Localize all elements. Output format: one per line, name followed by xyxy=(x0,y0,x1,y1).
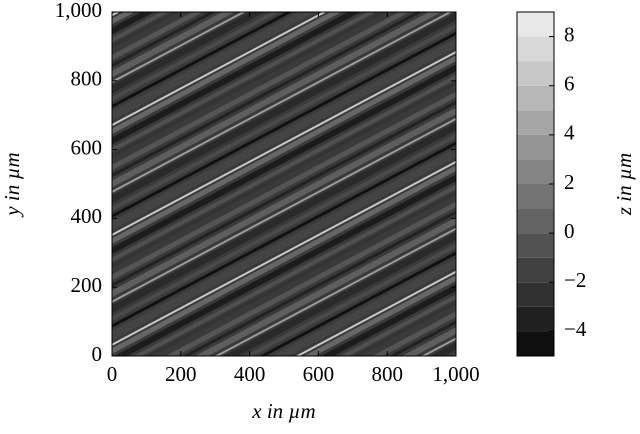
y-axis-label: y in µm xyxy=(0,152,24,217)
colorbar-band xyxy=(517,12,554,37)
colorbar-tick-label: 4 xyxy=(564,121,575,145)
x-tick-label: 0 xyxy=(107,362,118,386)
colorbar-tick-label: 0 xyxy=(564,219,575,243)
x-axis-label: x in µm xyxy=(251,399,315,423)
colorbar-band xyxy=(517,159,554,184)
colorbar-band xyxy=(517,331,554,356)
x-tick-label: 800 xyxy=(371,362,403,386)
colorbar-band xyxy=(517,257,554,283)
y-tick-label: 600 xyxy=(71,135,103,159)
colorbar-band xyxy=(517,184,554,209)
x-tick-label: 400 xyxy=(234,362,266,386)
y-tick-label: 0 xyxy=(92,342,103,366)
colorbar-tick-label: 2 xyxy=(564,170,575,194)
y-tick-label: 200 xyxy=(71,273,103,297)
contour-field xyxy=(112,12,456,356)
colorbar-band xyxy=(517,61,554,86)
colorbar-tick-label: −2 xyxy=(564,268,586,292)
colorbar-tick-label: −4 xyxy=(564,317,587,341)
x-tick-label: 1,000 xyxy=(432,362,479,386)
colorbar-band xyxy=(517,36,554,62)
colorbar-band xyxy=(517,85,554,111)
colorbar-band xyxy=(517,208,554,234)
colorbar-tick-label: 8 xyxy=(564,22,575,46)
x-tick-label: 200 xyxy=(165,362,197,386)
colorbar-label: z in µm xyxy=(612,153,636,216)
colorbar-band xyxy=(517,233,554,258)
colorbar-band xyxy=(517,110,554,135)
y-tick-label: 800 xyxy=(71,67,103,91)
x-tick-label: 600 xyxy=(303,362,335,386)
plot-frame xyxy=(111,11,457,357)
y-tick-label: 1,000 xyxy=(55,0,102,22)
colorbar-band xyxy=(517,134,554,160)
colorbar-band xyxy=(517,306,554,332)
y-tick-label: 400 xyxy=(71,204,103,228)
colorbar-band xyxy=(517,282,554,307)
colorbar-tick-label: 6 xyxy=(564,72,575,96)
